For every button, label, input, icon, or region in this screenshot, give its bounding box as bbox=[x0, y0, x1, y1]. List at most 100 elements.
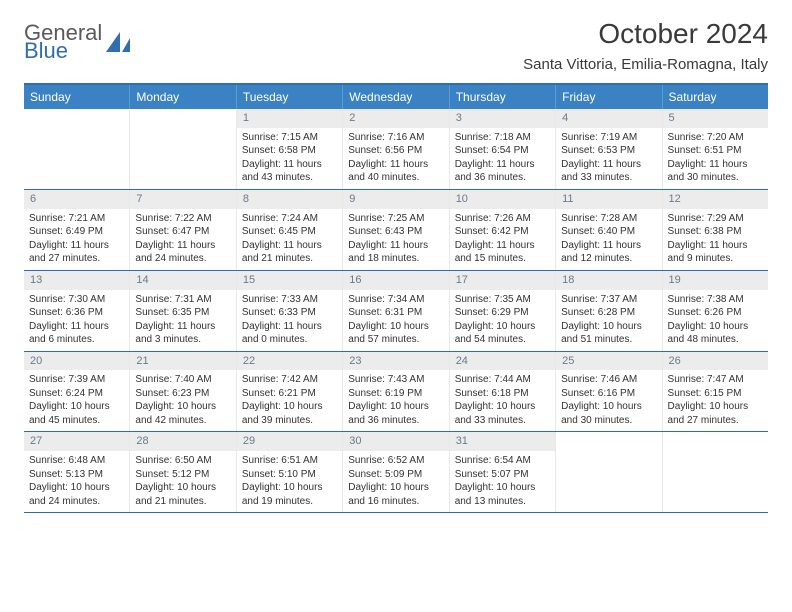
weekday-header-row: Sunday Monday Tuesday Wednesday Thursday… bbox=[24, 85, 768, 109]
sunrise-text: Sunrise: 7:46 AM bbox=[561, 373, 656, 387]
day-cell: 25Sunrise: 7:46 AMSunset: 6:16 PMDayligh… bbox=[556, 352, 662, 432]
day-cell: 26Sunrise: 7:47 AMSunset: 6:15 PMDayligh… bbox=[663, 352, 768, 432]
day-body: Sunrise: 7:47 AMSunset: 6:15 PMDaylight:… bbox=[663, 370, 768, 431]
weekday-thursday: Thursday bbox=[450, 85, 556, 109]
day-cell: 19Sunrise: 7:38 AMSunset: 6:26 PMDayligh… bbox=[663, 271, 768, 351]
day-body: Sunrise: 7:20 AMSunset: 6:51 PMDaylight:… bbox=[663, 128, 768, 189]
day-body: Sunrise: 7:35 AMSunset: 6:29 PMDaylight:… bbox=[450, 290, 555, 351]
day-body: Sunrise: 7:31 AMSunset: 6:35 PMDaylight:… bbox=[130, 290, 235, 351]
day-number: 8 bbox=[237, 190, 342, 209]
day-number: 25 bbox=[556, 352, 661, 371]
day-number: 3 bbox=[450, 109, 555, 128]
sunrise-text: Sunrise: 7:18 AM bbox=[455, 131, 550, 145]
day-number: 16 bbox=[343, 271, 448, 290]
sunset-text: Sunset: 5:10 PM bbox=[242, 468, 337, 482]
day-cell: 7Sunrise: 7:22 AMSunset: 6:47 PMDaylight… bbox=[130, 190, 236, 270]
daylight-text: Daylight: 11 hours and 15 minutes. bbox=[455, 239, 550, 266]
location-label: Santa Vittoria, Emilia-Romagna, Italy bbox=[523, 56, 768, 73]
day-cell: 14Sunrise: 7:31 AMSunset: 6:35 PMDayligh… bbox=[130, 271, 236, 351]
sunset-text: Sunset: 6:23 PM bbox=[135, 387, 230, 401]
day-cell: 21Sunrise: 7:40 AMSunset: 6:23 PMDayligh… bbox=[130, 352, 236, 432]
sunset-text: Sunset: 6:29 PM bbox=[455, 306, 550, 320]
day-number: 22 bbox=[237, 352, 342, 371]
daylight-text: Daylight: 11 hours and 43 minutes. bbox=[242, 158, 337, 185]
day-number: 19 bbox=[663, 271, 768, 290]
day-cell: 6Sunrise: 7:21 AMSunset: 6:49 PMDaylight… bbox=[24, 190, 130, 270]
sunset-text: Sunset: 6:31 PM bbox=[348, 306, 443, 320]
day-cell: 30Sunrise: 6:52 AMSunset: 5:09 PMDayligh… bbox=[343, 432, 449, 512]
day-number: 17 bbox=[450, 271, 555, 290]
day-number: 18 bbox=[556, 271, 661, 290]
sunset-text: Sunset: 6:38 PM bbox=[668, 225, 763, 239]
day-body: Sunrise: 7:21 AMSunset: 6:49 PMDaylight:… bbox=[24, 209, 129, 270]
sunrise-text: Sunrise: 7:47 AM bbox=[668, 373, 763, 387]
day-number: 5 bbox=[663, 109, 768, 128]
week-row: 6Sunrise: 7:21 AMSunset: 6:49 PMDaylight… bbox=[24, 190, 768, 271]
day-body: Sunrise: 7:37 AMSunset: 6:28 PMDaylight:… bbox=[556, 290, 661, 351]
day-number: 13 bbox=[24, 271, 129, 290]
sunrise-text: Sunrise: 7:44 AM bbox=[455, 373, 550, 387]
week-row: 13Sunrise: 7:30 AMSunset: 6:36 PMDayligh… bbox=[24, 271, 768, 352]
daylight-text: Daylight: 10 hours and 33 minutes. bbox=[455, 400, 550, 427]
day-number: 7 bbox=[130, 190, 235, 209]
day-cell: 12Sunrise: 7:29 AMSunset: 6:38 PMDayligh… bbox=[663, 190, 768, 270]
weekday-friday: Friday bbox=[556, 85, 662, 109]
sunset-text: Sunset: 6:33 PM bbox=[242, 306, 337, 320]
daylight-text: Daylight: 11 hours and 40 minutes. bbox=[348, 158, 443, 185]
calendar-page: General Blue October 2024 Santa Vittoria… bbox=[0, 0, 792, 523]
day-cell: 31Sunrise: 6:54 AMSunset: 5:07 PMDayligh… bbox=[450, 432, 556, 512]
weekday-monday: Monday bbox=[130, 85, 236, 109]
day-body: Sunrise: 6:48 AMSunset: 5:13 PMDaylight:… bbox=[24, 451, 129, 512]
day-cell: 13Sunrise: 7:30 AMSunset: 6:36 PMDayligh… bbox=[24, 271, 130, 351]
page-title: October 2024 bbox=[523, 18, 768, 50]
day-cell: 23Sunrise: 7:43 AMSunset: 6:19 PMDayligh… bbox=[343, 352, 449, 432]
day-body: Sunrise: 7:43 AMSunset: 6:19 PMDaylight:… bbox=[343, 370, 448, 431]
day-cell: 15Sunrise: 7:33 AMSunset: 6:33 PMDayligh… bbox=[237, 271, 343, 351]
day-number: 1 bbox=[237, 109, 342, 128]
daylight-text: Daylight: 10 hours and 13 minutes. bbox=[455, 481, 550, 508]
sunset-text: Sunset: 6:21 PM bbox=[242, 387, 337, 401]
day-body: Sunrise: 7:29 AMSunset: 6:38 PMDaylight:… bbox=[663, 209, 768, 270]
sunset-text: Sunset: 6:36 PM bbox=[29, 306, 124, 320]
sunrise-text: Sunrise: 7:20 AM bbox=[668, 131, 763, 145]
day-body: Sunrise: 7:44 AMSunset: 6:18 PMDaylight:… bbox=[450, 370, 555, 431]
sunrise-text: Sunrise: 6:54 AM bbox=[455, 454, 550, 468]
sunrise-text: Sunrise: 7:26 AM bbox=[455, 212, 550, 226]
day-number: 14 bbox=[130, 271, 235, 290]
sunset-text: Sunset: 6:58 PM bbox=[242, 144, 337, 158]
day-body: Sunrise: 7:34 AMSunset: 6:31 PMDaylight:… bbox=[343, 290, 448, 351]
daylight-text: Daylight: 11 hours and 24 minutes. bbox=[135, 239, 230, 266]
sunrise-text: Sunrise: 7:22 AM bbox=[135, 212, 230, 226]
logo-word-blue: Blue bbox=[24, 40, 102, 62]
sunset-text: Sunset: 6:15 PM bbox=[668, 387, 763, 401]
day-body: Sunrise: 6:51 AMSunset: 5:10 PMDaylight:… bbox=[237, 451, 342, 512]
daylight-text: Daylight: 10 hours and 48 minutes. bbox=[668, 320, 763, 347]
sunrise-text: Sunrise: 7:25 AM bbox=[348, 212, 443, 226]
daylight-text: Daylight: 11 hours and 30 minutes. bbox=[668, 158, 763, 185]
sunrise-text: Sunrise: 6:51 AM bbox=[242, 454, 337, 468]
day-body: Sunrise: 7:25 AMSunset: 6:43 PMDaylight:… bbox=[343, 209, 448, 270]
sunrise-text: Sunrise: 6:52 AM bbox=[348, 454, 443, 468]
day-body: Sunrise: 7:40 AMSunset: 6:23 PMDaylight:… bbox=[130, 370, 235, 431]
daylight-text: Daylight: 10 hours and 57 minutes. bbox=[348, 320, 443, 347]
day-body: Sunrise: 7:28 AMSunset: 6:40 PMDaylight:… bbox=[556, 209, 661, 270]
sunrise-text: Sunrise: 7:21 AM bbox=[29, 212, 124, 226]
day-cell: 22Sunrise: 7:42 AMSunset: 6:21 PMDayligh… bbox=[237, 352, 343, 432]
weekday-tuesday: Tuesday bbox=[237, 85, 343, 109]
day-body: Sunrise: 6:52 AMSunset: 5:09 PMDaylight:… bbox=[343, 451, 448, 512]
sunset-text: Sunset: 6:49 PM bbox=[29, 225, 124, 239]
sunset-text: Sunset: 6:42 PM bbox=[455, 225, 550, 239]
sunset-text: Sunset: 5:09 PM bbox=[348, 468, 443, 482]
day-number: 28 bbox=[130, 432, 235, 451]
sunrise-text: Sunrise: 7:34 AM bbox=[348, 293, 443, 307]
logo-sail-icon bbox=[106, 32, 132, 59]
daylight-text: Daylight: 11 hours and 12 minutes. bbox=[561, 239, 656, 266]
week-row: 1Sunrise: 7:15 AMSunset: 6:58 PMDaylight… bbox=[24, 109, 768, 190]
weekday-wednesday: Wednesday bbox=[343, 85, 449, 109]
sunrise-text: Sunrise: 6:48 AM bbox=[29, 454, 124, 468]
sunset-text: Sunset: 6:45 PM bbox=[242, 225, 337, 239]
day-number: 31 bbox=[450, 432, 555, 451]
daylight-text: Daylight: 11 hours and 18 minutes. bbox=[348, 239, 443, 266]
sunrise-text: Sunrise: 7:39 AM bbox=[29, 373, 124, 387]
daylight-text: Daylight: 10 hours and 30 minutes. bbox=[561, 400, 656, 427]
